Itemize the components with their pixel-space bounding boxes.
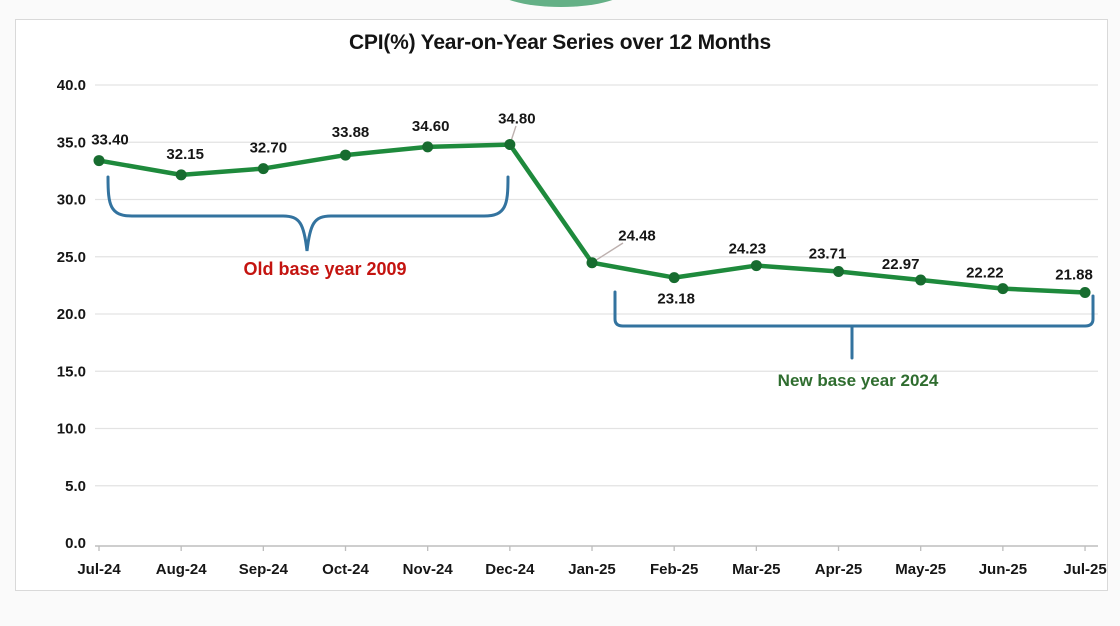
y-tick-label: 15.0 bbox=[57, 363, 86, 380]
y-tick-label: 30.0 bbox=[57, 192, 86, 209]
data-point bbox=[833, 266, 845, 278]
x-tick-label: Oct-24 bbox=[322, 561, 369, 578]
data-label: 33.40 bbox=[91, 132, 129, 149]
data-label: 33.88 bbox=[332, 124, 370, 141]
annotation-braces bbox=[106, 175, 1095, 360]
logo-ellipse bbox=[494, 0, 628, 7]
x-tick-label: Jun-25 bbox=[979, 561, 1027, 578]
old-base-brace bbox=[106, 175, 510, 252]
chart-card bbox=[15, 19, 1108, 591]
data-series bbox=[93, 125, 1091, 298]
x-tick-label: May-25 bbox=[895, 561, 946, 578]
data-point bbox=[1079, 286, 1091, 298]
data-label: 21.88 bbox=[1055, 266, 1093, 283]
data-label: 23.18 bbox=[657, 291, 695, 308]
data-label: 24.48 bbox=[618, 228, 656, 245]
new-base-bracket bbox=[613, 290, 1095, 328]
data-point bbox=[997, 283, 1009, 295]
data-label: 23.71 bbox=[809, 246, 847, 263]
data-label: 24.23 bbox=[729, 241, 767, 258]
data-point bbox=[93, 155, 105, 167]
x-tick-label: Apr-25 bbox=[815, 561, 863, 578]
y-tick-label: 5.0 bbox=[65, 478, 86, 495]
data-point bbox=[915, 274, 927, 286]
data-point bbox=[257, 163, 269, 175]
y-tick-label: 40.0 bbox=[57, 77, 86, 94]
data-point bbox=[668, 272, 680, 284]
axes: 0.0 5.0 10.0 15.0 20.0 25.0 30.0 35.0 40.0 Jul-24… bbox=[57, 77, 1107, 578]
old-base-annotation: Old base year 2009 bbox=[243, 259, 407, 279]
y-tick-label: 25.0 bbox=[57, 249, 86, 266]
data-label: 34.80 bbox=[498, 111, 536, 128]
y-tick-label: 35.0 bbox=[57, 134, 86, 151]
data-label-leader bbox=[591, 242, 624, 264]
data-point bbox=[504, 139, 516, 151]
y-tick-label: 0.0 bbox=[65, 535, 86, 552]
data-label: 32.70 bbox=[250, 140, 288, 157]
data-point bbox=[750, 260, 762, 272]
data-label: 22.97 bbox=[882, 256, 920, 273]
x-tick-label: Feb-25 bbox=[650, 561, 698, 578]
x-tick-label: Mar-25 bbox=[732, 561, 780, 578]
data-label: 32.15 bbox=[166, 146, 204, 163]
new-base-annotation: New base year 2024 bbox=[777, 371, 939, 390]
data-point bbox=[175, 169, 187, 181]
x-tick-label: Aug-24 bbox=[156, 561, 207, 578]
data-point bbox=[422, 141, 434, 153]
data-label: 34.60 bbox=[412, 118, 450, 135]
data-point bbox=[586, 257, 598, 269]
x-tick-label: Sep-24 bbox=[239, 561, 289, 578]
x-tick-label: Dec-24 bbox=[485, 561, 535, 578]
data-label: 22.22 bbox=[966, 265, 1004, 282]
y-tick-label: 20.0 bbox=[57, 306, 86, 323]
y-tick-label: 10.0 bbox=[57, 421, 86, 438]
x-tick-label: Jul-25 bbox=[1063, 561, 1106, 578]
x-tick-label: Jul-24 bbox=[77, 561, 121, 578]
x-tick-label: Jan-25 bbox=[568, 561, 616, 578]
x-tick-label: Nov-24 bbox=[403, 561, 454, 578]
chart-title: CPI(%) Year-on-Year Series over 12 Month… bbox=[348, 31, 772, 54]
gridlines bbox=[95, 84, 1098, 487]
data-point bbox=[340, 149, 352, 161]
data-labels: 33.40 32.15 32.70 33.88 34.60 34.80 24.48 23.18… bbox=[91, 111, 1093, 308]
